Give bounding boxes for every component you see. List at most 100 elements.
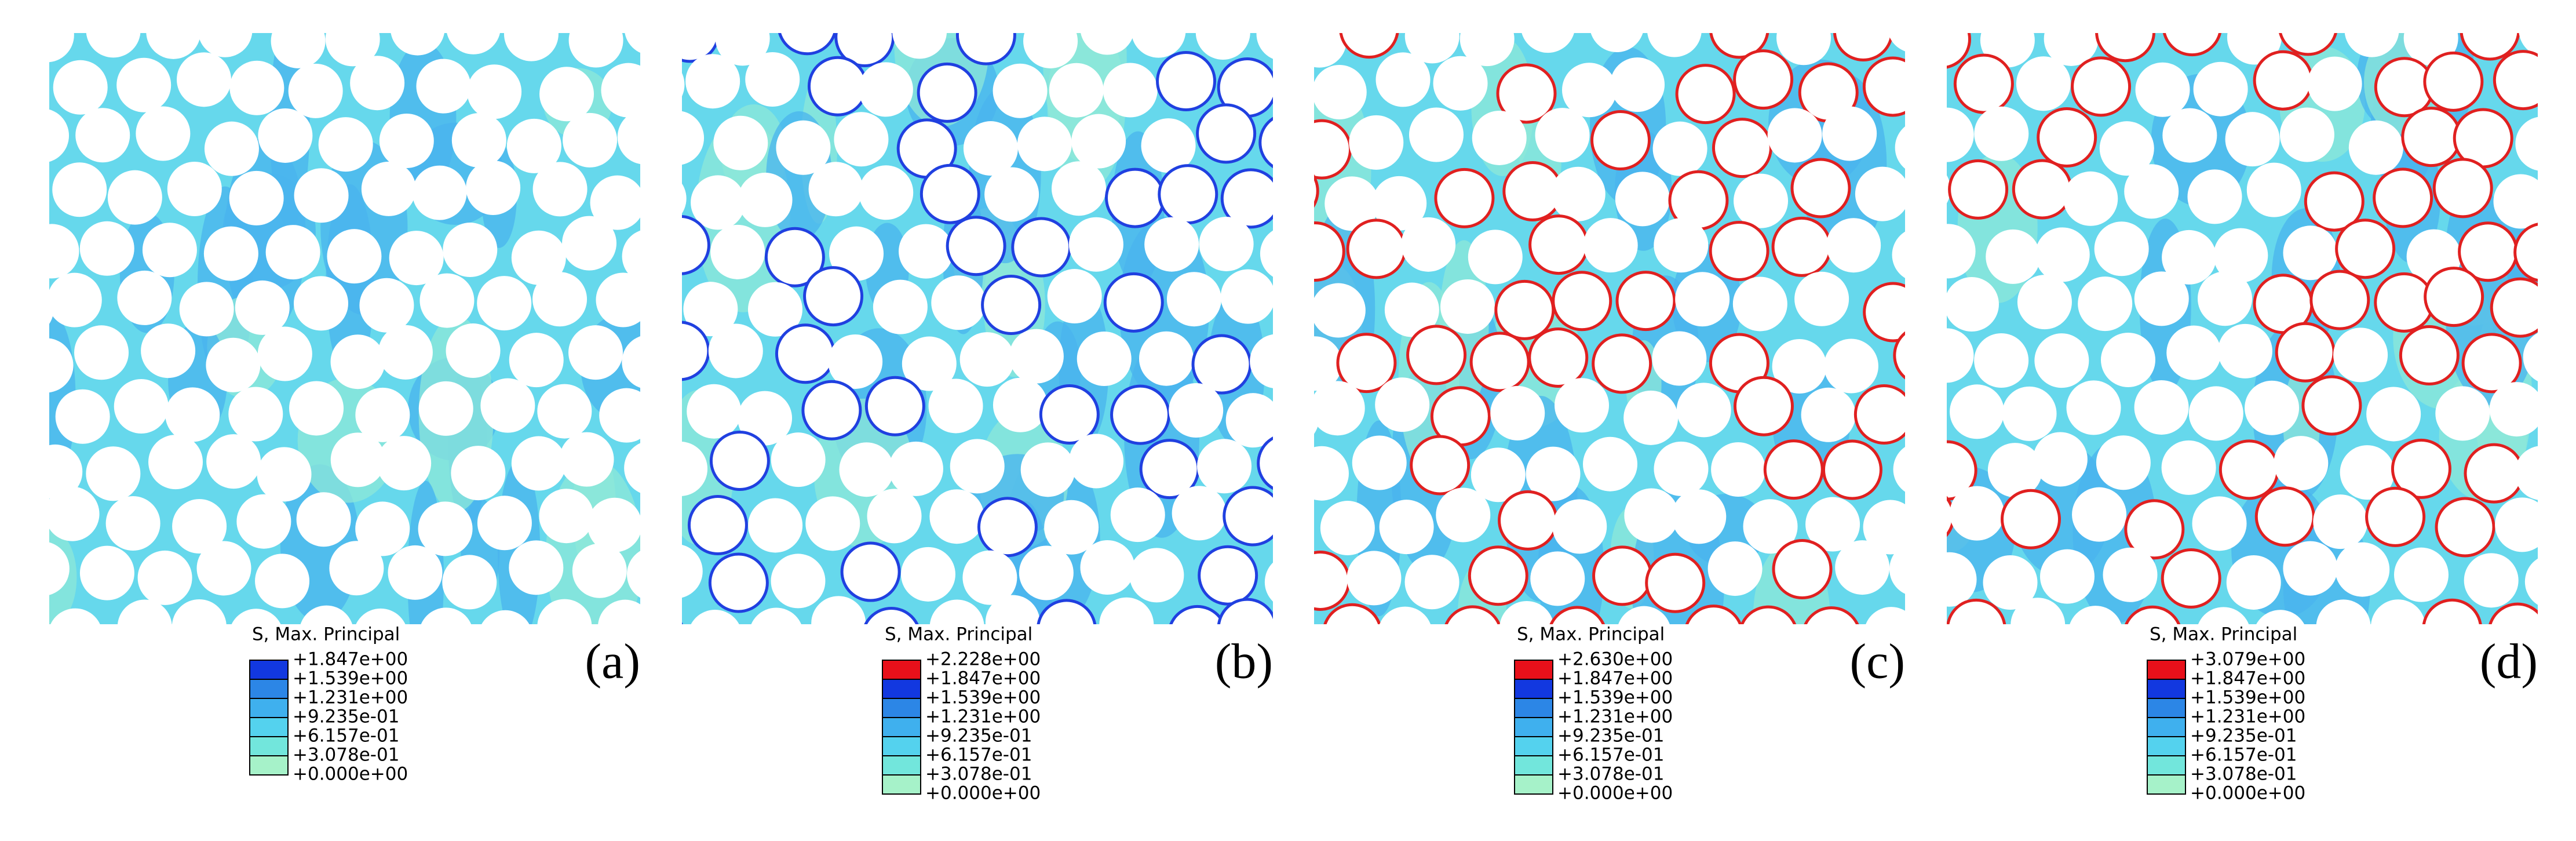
fiber bbox=[627, 551, 640, 598]
fiber bbox=[1352, 435, 1407, 490]
fiber bbox=[2193, 61, 2248, 116]
fiber bbox=[958, 33, 1013, 63]
fiber bbox=[920, 65, 975, 120]
fiber bbox=[377, 436, 432, 491]
fiber bbox=[776, 120, 831, 175]
fiber bbox=[0, 439, 21, 493]
fiber bbox=[963, 121, 1018, 176]
fiber bbox=[2125, 0, 2179, 2]
fiber bbox=[2340, 445, 2395, 500]
fiber bbox=[350, 56, 405, 111]
fiber bbox=[2033, 432, 2088, 487]
legend-swatch bbox=[249, 755, 289, 776]
fiber bbox=[2489, 382, 2538, 437]
fiber bbox=[0, 542, 16, 596]
fiber bbox=[257, 447, 312, 502]
fiber bbox=[1612, 0, 1666, 12]
fiber bbox=[1950, 486, 2005, 541]
fiber bbox=[2134, 380, 2189, 435]
fiber bbox=[2128, 608, 2177, 624]
fiber bbox=[2198, 271, 2253, 326]
legend-swatch bbox=[882, 660, 921, 680]
fiber bbox=[1141, 118, 1196, 173]
fiber bbox=[1774, 219, 1829, 274]
fiber bbox=[2256, 276, 2311, 332]
fiber bbox=[2221, 442, 2276, 497]
fiber bbox=[1678, 67, 1733, 122]
legend-swatch bbox=[882, 717, 921, 737]
fiber bbox=[1866, 607, 1905, 624]
fiber bbox=[1099, 597, 1154, 624]
fiber bbox=[993, 63, 1048, 118]
fiber bbox=[116, 0, 170, 9]
fiber bbox=[2524, 558, 2538, 605]
fiber bbox=[2461, 224, 2516, 279]
panel-label: (a) bbox=[585, 634, 640, 689]
legend-swatch bbox=[1514, 698, 1553, 718]
fiber bbox=[1688, 607, 1739, 624]
fiber bbox=[330, 334, 385, 389]
fiber bbox=[1039, 602, 1094, 624]
fiber bbox=[691, 175, 746, 230]
fiber bbox=[1260, 439, 1273, 487]
fiber bbox=[811, 596, 866, 624]
fiber bbox=[2393, 441, 2449, 496]
fiber bbox=[1199, 216, 1254, 271]
fiber bbox=[2282, 33, 2334, 53]
stress-hotspot bbox=[1254, 0, 1314, 14]
fiber bbox=[708, 323, 763, 378]
fiber bbox=[683, 282, 738, 337]
fiber bbox=[1855, 166, 1905, 221]
fiber bbox=[751, 607, 801, 624]
fiber bbox=[2034, 333, 2089, 388]
fiber bbox=[1595, 336, 1650, 391]
fiber bbox=[1947, 224, 1976, 279]
panel: S, Max. Principal +1.847e+00+1.539e+00+1.… bbox=[0, 0, 640, 785]
fiber bbox=[1129, 548, 1184, 603]
fiber bbox=[2188, 386, 2243, 441]
fiber bbox=[687, 384, 742, 439]
fiber bbox=[481, 610, 530, 624]
fiber bbox=[1793, 161, 1848, 216]
panel-label: (d) bbox=[2480, 634, 2538, 689]
fiber bbox=[2464, 336, 2519, 391]
legend-label: +6.157e-01 bbox=[925, 745, 1032, 766]
fiber bbox=[177, 52, 232, 107]
stress-hotspot bbox=[2547, 52, 2576, 112]
fiber bbox=[2249, 0, 2304, 13]
fiber bbox=[828, 334, 883, 389]
fiber bbox=[2011, 598, 2066, 624]
fiber bbox=[1672, 489, 1727, 544]
fiber bbox=[1314, 381, 1365, 436]
fiber bbox=[1561, 63, 1617, 118]
fiber bbox=[2523, 333, 2538, 381]
fiber bbox=[2377, 60, 2432, 115]
fiber bbox=[985, 595, 1040, 624]
fiber bbox=[2435, 386, 2490, 441]
fiber bbox=[1195, 33, 1250, 60]
fiber bbox=[2376, 170, 2431, 225]
fiber bbox=[839, 442, 894, 497]
fiber bbox=[2016, 56, 2071, 111]
fiber bbox=[1772, 338, 1827, 394]
fiber bbox=[2245, 380, 2300, 435]
fiber bbox=[1895, 126, 1905, 169]
fiber bbox=[1201, 548, 1256, 603]
legend-swatch bbox=[1514, 660, 1553, 680]
legend-swatch bbox=[882, 736, 921, 756]
fiber bbox=[136, 106, 191, 161]
fiber bbox=[379, 113, 434, 168]
legend-label: +1.847e+00 bbox=[1557, 668, 1673, 689]
fiber bbox=[1865, 59, 1905, 114]
fiber bbox=[228, 387, 283, 442]
fiber bbox=[1077, 332, 1132, 386]
fiber bbox=[2548, 385, 2576, 439]
fiber bbox=[418, 381, 473, 436]
fiber bbox=[294, 276, 349, 331]
fiber bbox=[1776, 33, 1831, 65]
fiber bbox=[1231, 0, 1286, 3]
fiber bbox=[1042, 387, 1097, 442]
legend-label: +1.847e+00 bbox=[925, 668, 1041, 689]
fiber bbox=[2063, 0, 2118, 1]
fiber bbox=[420, 0, 475, 12]
